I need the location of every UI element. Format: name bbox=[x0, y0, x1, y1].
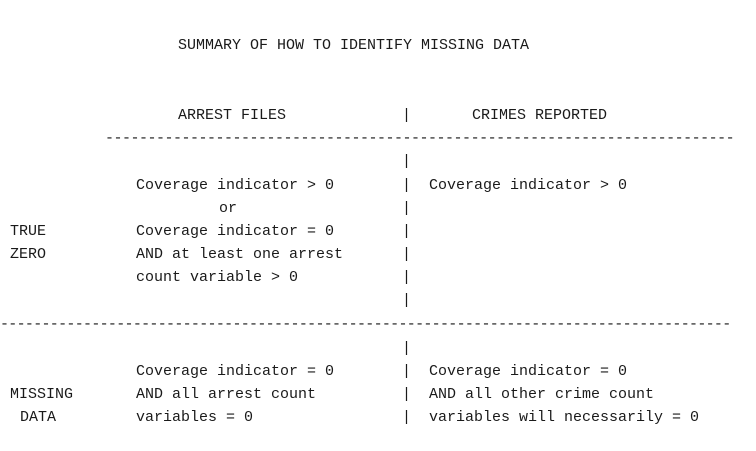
column-separator: | bbox=[402, 363, 412, 380]
column-separator: | bbox=[402, 269, 412, 286]
true-zero-arrest-line: Coverage indicator > 0 bbox=[136, 177, 335, 194]
page-title: SUMMARY OF HOW TO IDENTIFY MISSING DATA bbox=[178, 37, 530, 54]
missing-data-arrest-line: variables = 0 bbox=[136, 409, 254, 426]
missing-data-crimes-line: Coverage indicator = 0 bbox=[429, 363, 628, 380]
row-label-zero: ZERO bbox=[10, 246, 47, 263]
missing-data-arrest-line: Coverage indicator = 0 bbox=[136, 363, 335, 380]
column-separator: | bbox=[402, 246, 412, 263]
row-label-data: DATA bbox=[20, 409, 57, 426]
missing-data-crimes-line: AND all other crime count bbox=[429, 386, 655, 403]
missing-data-crimes-line: variables will necessarily = 0 bbox=[429, 409, 700, 426]
column-separator: | bbox=[402, 153, 412, 170]
header-crimes-reported: CRIMES REPORTED bbox=[472, 107, 608, 124]
row-label-missing: MISSING bbox=[10, 386, 74, 403]
true-zero-arrest-line: or bbox=[219, 200, 238, 217]
true-zero-arrest-line: count variable > 0 bbox=[136, 269, 299, 286]
column-separator: | bbox=[402, 177, 412, 194]
column-separator: | bbox=[402, 409, 412, 426]
true-zero-arrest-line: Coverage indicator = 0 bbox=[136, 223, 335, 240]
column-separator: | bbox=[402, 200, 412, 217]
column-separator: | bbox=[402, 292, 412, 309]
column-separator: | bbox=[402, 223, 412, 240]
missing-data-arrest-line: AND all arrest count bbox=[136, 386, 317, 403]
column-separator: | bbox=[402, 386, 412, 403]
header-arrest-files: ARREST FILES bbox=[178, 107, 287, 124]
column-separator: | bbox=[402, 340, 412, 357]
true-zero-crimes-line: Coverage indicator > 0 bbox=[429, 177, 628, 194]
row-label-true: TRUE bbox=[10, 223, 47, 240]
header-divider: ----------------------------------------… bbox=[105, 130, 735, 147]
column-separator: | bbox=[402, 107, 412, 124]
true-zero-arrest-line: AND at least one arrest bbox=[136, 246, 344, 263]
section-divider: ----------------------------------------… bbox=[0, 316, 731, 333]
